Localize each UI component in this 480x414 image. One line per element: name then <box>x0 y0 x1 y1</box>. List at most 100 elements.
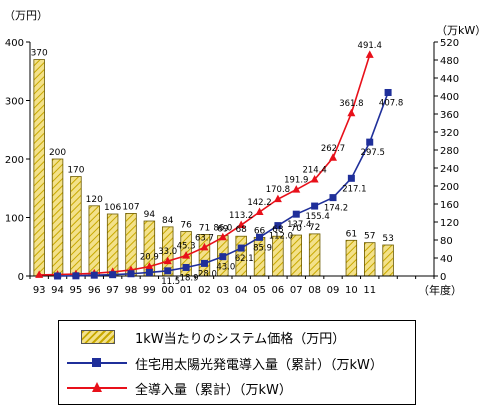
legend-label-total: 全導入量（累計）（万kW） <box>135 382 292 398</box>
right-axis-tick-label: 200 <box>440 182 459 193</box>
price-bar <box>308 233 321 277</box>
price-bar-value-label: 370 <box>31 49 48 59</box>
residential-installed-value-label: 28.0 <box>198 269 217 279</box>
x-axis-tick-label: 02 <box>198 285 211 296</box>
residential-installed-marker <box>219 253 227 261</box>
price-bar <box>51 158 64 277</box>
price-bar-value-label: 66 <box>254 226 266 236</box>
x-axis-tick-label: 95 <box>70 285 83 296</box>
total-installed-marker <box>273 194 282 203</box>
residential-installed-marker <box>72 272 80 280</box>
left-axis-tick-label: 100 <box>5 214 24 225</box>
price-bar <box>345 239 358 277</box>
price-bar <box>88 205 100 277</box>
residential-installed-marker <box>109 271 117 279</box>
residential-installed-marker <box>384 88 392 96</box>
price-bar-value-label: 61 <box>346 229 357 239</box>
total-installed-value-label: 63.7 <box>195 233 214 243</box>
residential-installed-value-label: 62.1 <box>235 254 254 264</box>
left-axis-unit-label: （万円） <box>4 9 48 22</box>
price-bar <box>70 176 82 277</box>
price-bar-value-label: 70 <box>291 224 303 234</box>
total-installed-marker <box>310 175 319 183</box>
x-axis-tick-label: 08 <box>308 285 321 296</box>
total-installed-marker <box>237 220 246 229</box>
residential-installed-value-label: 297.5 <box>361 148 385 158</box>
residential-installed-value-label: 407.8 <box>379 98 403 108</box>
right-axis-tick-label: 160 <box>440 200 459 211</box>
x-axis-tick-label: 96 <box>88 285 101 296</box>
total-installed-marker <box>218 232 227 241</box>
x-axis-tick-label: 99 <box>143 285 156 296</box>
price-bar-value-label: 57 <box>364 232 375 242</box>
residential-installed-value-label: 43.0 <box>216 263 235 273</box>
right-axis-tick-label: 520 <box>440 38 459 49</box>
total-installed-value-label: 214.4 <box>302 166 326 176</box>
legend-swatch-total <box>67 381 127 395</box>
price-bar <box>106 213 119 277</box>
x-axis-tick-label: 07 <box>290 285 303 296</box>
price-bar-value-label: 72 <box>309 223 320 233</box>
total-installed-marker <box>35 270 44 278</box>
total-installed-value-label: 262.7 <box>321 144 345 154</box>
right-axis-tick-label: 280 <box>440 146 459 157</box>
total-installed-value-label: 361.8 <box>339 99 363 109</box>
residential-installed-marker <box>256 233 264 241</box>
legend-swatch-residential <box>67 356 127 370</box>
residential-installed-marker <box>292 210 300 218</box>
legend-item-price: 1kW当たりのシステム価格（万円） <box>67 326 345 348</box>
price-bar <box>382 244 394 277</box>
right-axis-tick-label: 0 <box>440 272 446 283</box>
total-installed-value-label: 113.2 <box>229 211 253 221</box>
total-installed-value-label: 142.2 <box>247 198 271 208</box>
x-axis-tick-label: 10 <box>345 285 358 296</box>
x-axis-tick-label: 97 <box>106 285 119 296</box>
x-axis-tick-label: 03 <box>216 285 229 296</box>
price-bar-value-label: 71 <box>199 223 210 233</box>
right-axis-unit-label: （万kW） <box>436 24 480 37</box>
residential-installed-marker <box>182 263 190 271</box>
legend: 1kW当たりのシステム価格（万円） 住宅用太陽光発電導入量（累計）（万kW） 全… <box>58 320 416 405</box>
right-axis-tick-label: 240 <box>440 164 459 175</box>
residential-installed-marker <box>164 267 172 275</box>
residential-installed-marker <box>237 244 245 252</box>
residential-installed-marker <box>90 271 98 279</box>
total-installed-marker <box>347 108 356 117</box>
price-bar-value-label: 106 <box>104 203 121 213</box>
legend-label-price: 1kW当たりのシステム価格（万円） <box>135 331 346 347</box>
bar-series <box>33 59 394 277</box>
price-bar-value-label: 200 <box>49 148 66 158</box>
x-axis-tick-label: 94 <box>51 285 64 296</box>
right-axis-tick-label: 120 <box>440 218 459 229</box>
price-bar <box>364 242 376 277</box>
price-bar <box>33 59 45 277</box>
total-installed-marker <box>365 50 374 58</box>
residential-installed-value-label: 112.0 <box>269 232 293 242</box>
total-installed-marker <box>200 242 209 251</box>
x-axis-tick-label: 05 <box>253 285 266 296</box>
price-bar-value-label: 68 <box>235 225 247 235</box>
right-axis-tick-label: 440 <box>440 74 459 85</box>
residential-installed-marker <box>347 174 355 182</box>
price-bar-value-label: 120 <box>86 195 103 205</box>
x-axis-tick-label: 01 <box>180 285 193 296</box>
price-bar-value-label: 76 <box>180 221 192 231</box>
x-axis-tick-label: 11 <box>363 285 376 296</box>
price-bar-value-label: 53 <box>382 234 393 244</box>
right-axis-tick-label: 360 <box>440 110 459 121</box>
residential-installed-value-label: 217.1 <box>342 184 366 194</box>
residential-installed-value-label: 137.4 <box>287 220 311 230</box>
residential-installed-marker <box>200 259 208 267</box>
residential-installed-value-label: 18.9 <box>180 273 199 283</box>
left-axis-tick-label: 200 <box>5 155 24 166</box>
x-axis-tick-label: 04 <box>235 285 248 296</box>
residential-installed-value-label: 155.4 <box>305 212 329 222</box>
total-installed-value-label: 170.8 <box>266 185 290 195</box>
price-bar-value-label: 84 <box>162 216 174 226</box>
price-bar-value-label: 170 <box>67 166 84 176</box>
line-series <box>35 50 392 280</box>
residential-installed-marker <box>145 268 153 276</box>
